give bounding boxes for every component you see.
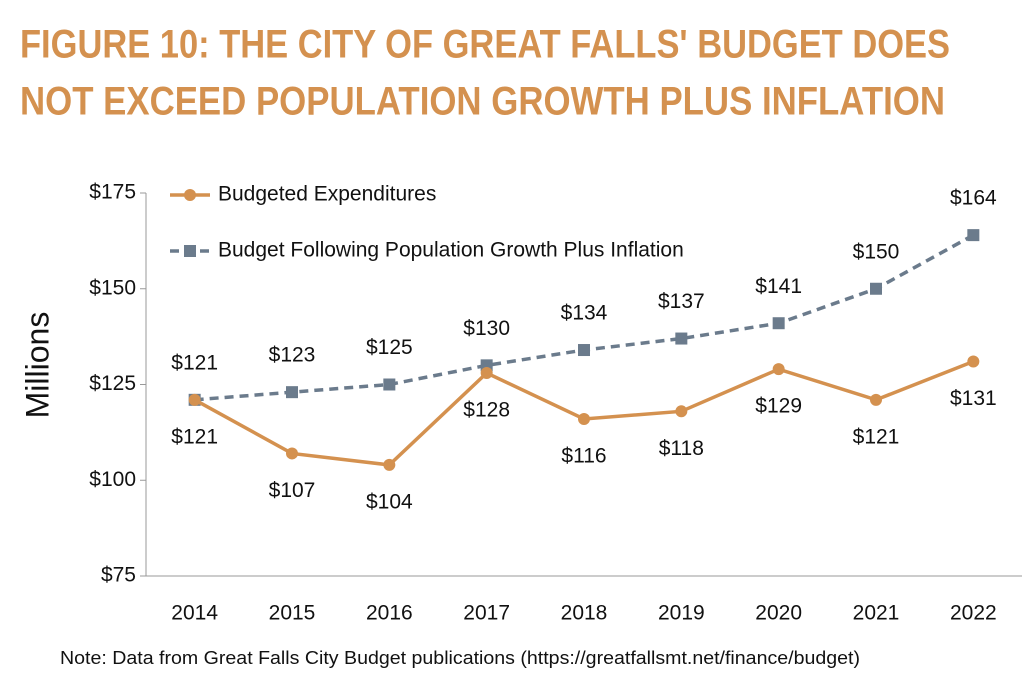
data-point — [578, 344, 590, 357]
data-label: $128 — [463, 399, 510, 422]
x-tick-label: 2016 — [366, 602, 413, 625]
y-tick-label: $100 — [89, 468, 136, 491]
data-label: $123 — [269, 344, 316, 367]
x-tick-label: 2020 — [755, 602, 802, 625]
note: Note: Data from Great Falls City Budget … — [60, 648, 860, 668]
x-tick-label: 2019 — [658, 602, 705, 625]
data-label: $129 — [755, 395, 802, 418]
legend-label: Budget Following Population Growth Plus … — [218, 239, 684, 262]
y-axis-label: Millions — [19, 312, 55, 419]
y-tick-label: $125 — [89, 372, 136, 395]
data-label: $116 — [561, 445, 606, 468]
data-point — [578, 412, 590, 425]
y-tick-label: $175 — [89, 181, 136, 204]
y-tick-label: $75 — [101, 564, 136, 587]
y-tick-label: $150 — [89, 276, 136, 299]
data-label: $130 — [463, 317, 510, 340]
data-point — [675, 332, 688, 345]
data-label: $125 — [366, 336, 413, 359]
data-point — [772, 363, 785, 376]
chart-title: NOT EXCEED POPULATION GROWTH PLUS INFLAT… — [20, 80, 945, 124]
data-point — [286, 386, 298, 399]
legend-marker — [184, 189, 196, 201]
data-point — [967, 229, 980, 242]
data-label: $137 — [658, 290, 705, 313]
data-label: $164 — [950, 187, 997, 210]
data-label: $131 — [950, 387, 997, 410]
data-point — [967, 355, 980, 368]
data-point — [383, 378, 396, 391]
data-label: $121 — [171, 351, 218, 374]
data-point — [480, 367, 493, 380]
legend-label: Budgeted Expenditures — [218, 183, 436, 206]
data-point — [870, 282, 882, 295]
data-point — [772, 317, 785, 330]
data-label: $121 — [853, 425, 900, 448]
data-point — [188, 393, 201, 406]
data-label: $141 — [755, 275, 802, 298]
x-tick-label: 2018 — [561, 602, 608, 625]
chart-title: FIGURE 10: THE CITY OF GREAT FALLS' BUDG… — [20, 23, 950, 67]
data-label: $121 — [171, 425, 218, 448]
data-point — [675, 405, 688, 418]
x-tick-label: 2021 — [853, 602, 900, 625]
data-point — [870, 393, 882, 406]
x-tick-label: 2017 — [463, 602, 510, 625]
x-tick-label: 2022 — [950, 602, 997, 625]
data-point — [383, 458, 396, 471]
data-label: $134 — [561, 302, 608, 325]
x-tick-label: 2015 — [269, 602, 316, 625]
data-label: $150 — [853, 240, 900, 263]
data-label: $118 — [659, 437, 704, 460]
data-label: $104 — [366, 490, 413, 513]
x-tick-label: 2014 — [171, 602, 218, 625]
legend-marker — [184, 245, 196, 257]
data-point — [286, 447, 298, 460]
data-label: $107 — [269, 479, 316, 502]
